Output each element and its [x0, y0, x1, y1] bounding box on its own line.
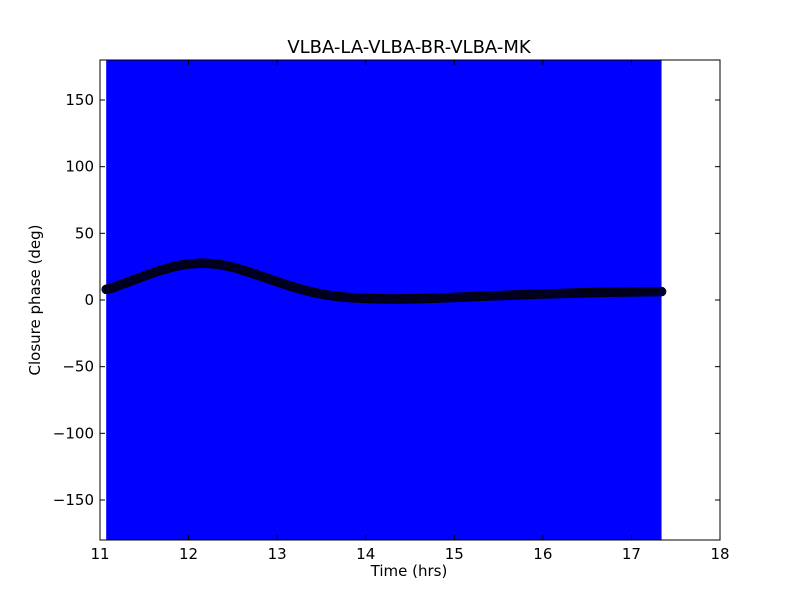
y-axis-label: Closure phase (deg) — [26, 225, 44, 376]
y-tick-label: −100 — [53, 424, 94, 442]
x-tick-label: 15 — [445, 545, 464, 563]
data-point — [656, 286, 667, 297]
x-axis-label: Time (hrs) — [370, 562, 448, 580]
y-tick-label: 100 — [65, 158, 94, 176]
x-tick-label: 16 — [533, 545, 552, 563]
x-tick-label: 14 — [356, 545, 375, 563]
y-tick-label: 50 — [75, 224, 94, 242]
y-tick-label: −150 — [53, 491, 94, 509]
x-tick-label: 18 — [710, 545, 729, 563]
x-tick-label: 13 — [268, 545, 287, 563]
chart-title: VLBA-LA-VLBA-BR-VLBA-MK — [287, 37, 532, 58]
y-tick-label: −50 — [62, 358, 94, 376]
x-tick-label: 12 — [179, 545, 198, 563]
x-tick-label: 17 — [622, 545, 641, 563]
plot-area: 11 12 13 14 15 16 17 18 −150 −100 −50 0 50 100 150 — [53, 59, 730, 563]
x-tick-label: 11 — [90, 545, 109, 563]
y-tick-label: 150 — [65, 91, 94, 109]
y-tick-label: 0 — [84, 291, 94, 309]
